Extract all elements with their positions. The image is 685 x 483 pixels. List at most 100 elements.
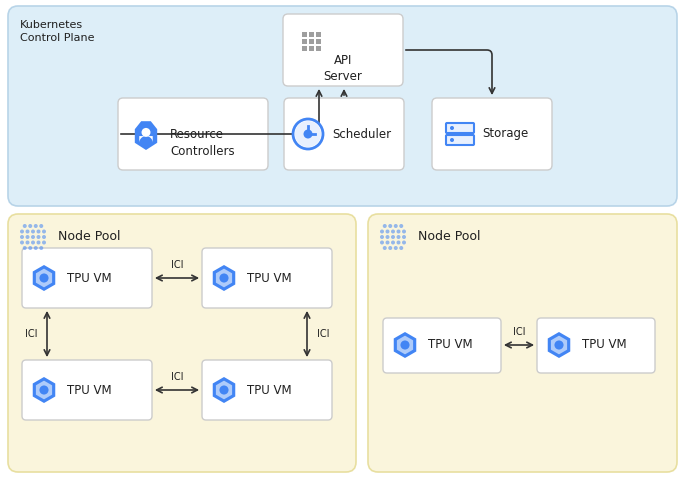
Circle shape: [293, 119, 323, 149]
FancyBboxPatch shape: [383, 318, 501, 373]
Circle shape: [450, 138, 454, 142]
Text: ICI: ICI: [513, 327, 525, 337]
Polygon shape: [213, 377, 235, 403]
FancyBboxPatch shape: [283, 14, 403, 86]
Circle shape: [397, 235, 401, 239]
Polygon shape: [548, 332, 570, 358]
Bar: [309, 46, 314, 51]
FancyBboxPatch shape: [446, 135, 474, 145]
Circle shape: [380, 241, 384, 244]
Polygon shape: [33, 377, 55, 403]
Circle shape: [28, 246, 32, 250]
Circle shape: [28, 224, 32, 228]
Circle shape: [402, 235, 406, 239]
Circle shape: [20, 235, 24, 239]
Circle shape: [25, 229, 29, 233]
Bar: [309, 39, 314, 44]
Circle shape: [402, 229, 406, 233]
Bar: [302, 32, 307, 37]
Circle shape: [39, 246, 43, 250]
Text: ICI: ICI: [171, 260, 184, 270]
Text: Kubernetes
Control Plane: Kubernetes Control Plane: [20, 20, 95, 43]
FancyBboxPatch shape: [202, 360, 332, 420]
FancyBboxPatch shape: [118, 98, 268, 170]
Circle shape: [142, 128, 151, 137]
Polygon shape: [216, 269, 232, 287]
Circle shape: [380, 235, 384, 239]
Circle shape: [391, 235, 395, 239]
Text: TPU VM: TPU VM: [67, 384, 112, 397]
Text: TPU VM: TPU VM: [247, 384, 292, 397]
Circle shape: [386, 241, 390, 244]
Circle shape: [394, 246, 398, 250]
Text: ICI: ICI: [316, 329, 329, 339]
Circle shape: [39, 224, 43, 228]
Circle shape: [36, 229, 40, 233]
Circle shape: [380, 229, 384, 233]
FancyBboxPatch shape: [446, 123, 474, 133]
Circle shape: [25, 235, 29, 239]
Polygon shape: [36, 381, 52, 399]
Circle shape: [36, 241, 40, 244]
Polygon shape: [397, 336, 413, 355]
Circle shape: [36, 235, 40, 239]
Circle shape: [40, 385, 49, 395]
Text: API
Server: API Server: [323, 54, 362, 83]
Circle shape: [23, 224, 27, 228]
Text: Scheduler: Scheduler: [332, 128, 391, 141]
Circle shape: [31, 241, 35, 244]
Circle shape: [42, 241, 46, 244]
Circle shape: [42, 235, 46, 239]
Polygon shape: [135, 121, 157, 150]
Circle shape: [383, 246, 387, 250]
Bar: [302, 39, 307, 44]
Text: TPU VM: TPU VM: [247, 271, 292, 284]
FancyBboxPatch shape: [22, 360, 152, 420]
Circle shape: [303, 129, 312, 139]
Circle shape: [397, 241, 401, 244]
Circle shape: [388, 246, 393, 250]
Circle shape: [31, 229, 35, 233]
Polygon shape: [36, 269, 52, 287]
Circle shape: [554, 341, 564, 350]
Circle shape: [386, 235, 390, 239]
Circle shape: [397, 229, 401, 233]
Circle shape: [394, 224, 398, 228]
Circle shape: [34, 224, 38, 228]
Circle shape: [23, 246, 27, 250]
Bar: [302, 46, 307, 51]
Bar: [316, 39, 321, 44]
Circle shape: [383, 224, 387, 228]
Circle shape: [219, 273, 229, 283]
Text: TPU VM: TPU VM: [428, 339, 473, 352]
Circle shape: [20, 241, 24, 244]
Circle shape: [20, 229, 24, 233]
Circle shape: [401, 341, 410, 350]
Circle shape: [386, 229, 390, 233]
Circle shape: [399, 224, 403, 228]
Circle shape: [399, 246, 403, 250]
Text: Storage: Storage: [482, 128, 528, 141]
Circle shape: [388, 224, 393, 228]
Text: Resource
Controllers: Resource Controllers: [170, 128, 235, 158]
Circle shape: [391, 241, 395, 244]
Circle shape: [391, 229, 395, 233]
Polygon shape: [551, 336, 567, 355]
FancyBboxPatch shape: [537, 318, 655, 373]
FancyBboxPatch shape: [22, 248, 152, 308]
Polygon shape: [394, 332, 416, 358]
Circle shape: [25, 241, 29, 244]
Text: TPU VM: TPU VM: [67, 271, 112, 284]
Polygon shape: [213, 265, 235, 291]
Circle shape: [31, 235, 35, 239]
FancyBboxPatch shape: [432, 98, 552, 170]
FancyBboxPatch shape: [8, 214, 356, 472]
Bar: [309, 32, 314, 37]
FancyBboxPatch shape: [368, 214, 677, 472]
Text: Node Pool: Node Pool: [58, 230, 121, 243]
FancyBboxPatch shape: [8, 6, 677, 206]
Circle shape: [450, 126, 454, 130]
Polygon shape: [216, 381, 232, 399]
Circle shape: [219, 385, 229, 395]
Bar: [316, 46, 321, 51]
